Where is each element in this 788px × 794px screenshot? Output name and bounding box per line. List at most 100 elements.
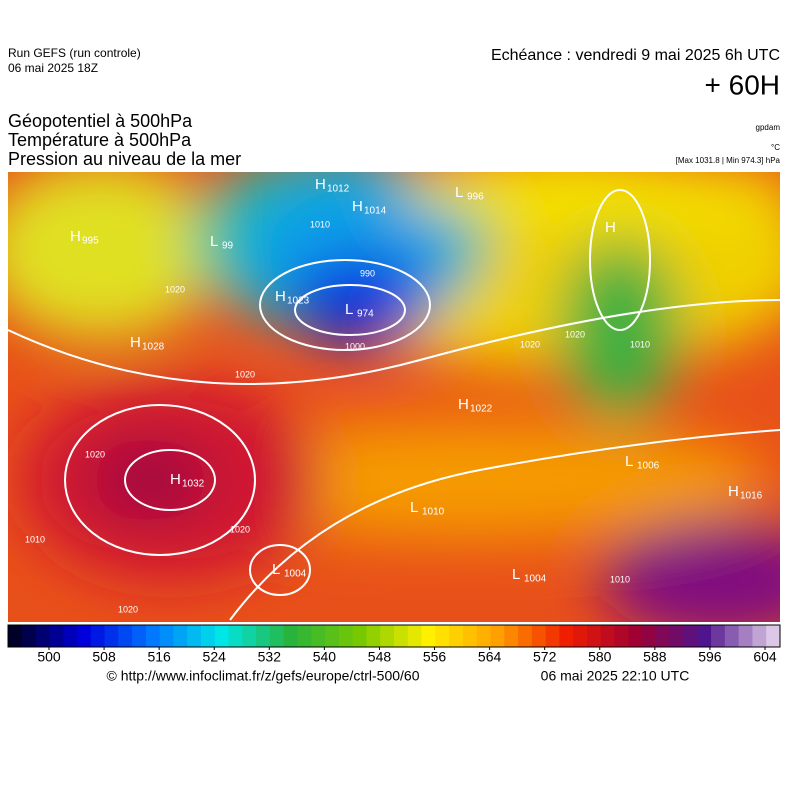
colorbar-cell — [90, 625, 105, 647]
colorbar-cell — [201, 625, 216, 647]
field: Géopotentiel à 500hPa — [8, 111, 193, 131]
pressure-center-kind: L — [512, 566, 520, 583]
colorbar-cell — [187, 625, 202, 647]
colorbar-cell — [614, 625, 629, 647]
unit: [Max 1031.8 | Min 974.3] hPa — [676, 156, 781, 165]
colorbar-cell — [573, 625, 588, 647]
colorbar-cell — [104, 625, 119, 647]
colorbar-cell — [35, 625, 50, 647]
colorbar-cell — [338, 625, 354, 647]
colorbar-cell — [256, 625, 271, 647]
colorbar-cell — [132, 625, 147, 647]
colorbar-cell — [587, 625, 602, 647]
pressure-center-kind: H — [130, 334, 141, 351]
field: Température à 500hPa — [8, 130, 192, 150]
run-date: 06 mai 2025 18Z — [8, 61, 98, 75]
pressure-center-value: 99 — [222, 241, 234, 252]
colorbar-cell — [711, 625, 726, 647]
colorbar-cell — [476, 625, 491, 647]
pressure-center-kind: H — [70, 228, 81, 245]
pressure-center-kind: L — [625, 453, 633, 470]
colorbar-cell — [683, 625, 698, 647]
colorbar-cell — [766, 625, 781, 647]
colorbar-cell — [380, 625, 395, 647]
colorbar-tick-label: 548 — [368, 649, 392, 665]
colorbar-cell — [297, 625, 312, 647]
colorbar-cell — [118, 625, 133, 647]
isobar-label: 1020 — [520, 339, 540, 349]
isobar-label: 1020 — [235, 369, 255, 379]
colorbar-cell — [145, 625, 161, 647]
colorbar-cell — [752, 625, 767, 647]
colorbar-cell — [697, 625, 712, 647]
colorbar-cell — [366, 625, 381, 647]
pressure-center-value: 1014 — [364, 206, 387, 217]
colorbar-cell — [159, 625, 174, 647]
colorbar-tick-label: 532 — [258, 649, 282, 665]
pressure-center-value: 1010 — [422, 507, 445, 518]
pressure-center-value: 1012 — [327, 184, 350, 195]
pressure-center-kind: H — [170, 471, 181, 488]
colorbar-cell — [462, 625, 478, 647]
colorbar-cell — [8, 625, 23, 647]
pressure-center-value: 995 — [82, 236, 99, 247]
colorbar-cell — [269, 625, 285, 647]
colorbar-cell — [449, 625, 464, 647]
colorbar-tick-label: 556 — [423, 649, 447, 665]
pressure-center-kind: H — [352, 198, 363, 215]
colorbar-cell — [642, 625, 657, 647]
colorbar-cell — [228, 625, 243, 647]
colorbar-tick-label: 572 — [533, 649, 557, 665]
colorbar-cell — [559, 625, 574, 647]
isobar-label: 990 — [360, 268, 375, 278]
colorbar-cell — [407, 625, 423, 647]
pressure-center-value: 1028 — [142, 342, 165, 353]
pressure-center-kind: H — [315, 176, 326, 193]
unit: °C — [771, 143, 780, 152]
unit: gpdam — [756, 123, 781, 132]
pressure-center-value: 974 — [357, 309, 374, 320]
colorbar-cell — [76, 625, 92, 647]
pressure-center-kind: H — [458, 396, 469, 413]
colorbar-cell — [490, 625, 505, 647]
issued: 06 mai 2025 22:10 UTC — [541, 668, 690, 684]
pressure-center-kind: L — [410, 499, 418, 516]
isobar-label: 1010 — [310, 219, 330, 229]
colorbar-frame — [7, 624, 781, 648]
colorbar-tick-label: 540 — [313, 649, 337, 665]
colorbar-cell — [311, 625, 326, 647]
pressure-center-kind: H — [728, 483, 739, 500]
colorbar-cell — [545, 625, 560, 647]
source-url: © http://www.infoclimat.fr/z/gefs/europe… — [106, 668, 419, 684]
run: Run GEFS (run controle) — [8, 46, 141, 60]
pressure-center-kind: L — [345, 301, 353, 318]
colorbar-cell — [655, 625, 671, 647]
pressure-center-value: 996 — [467, 192, 484, 203]
colorbar-cell — [325, 625, 340, 647]
colorbar-cell — [21, 625, 37, 647]
lead-time: + 60H — [705, 69, 781, 100]
colorbar-cell — [394, 625, 409, 647]
isobar-label: 1010 — [610, 574, 630, 584]
colorbar-cell — [242, 625, 257, 647]
pressure-center-kind: L — [455, 184, 463, 201]
isobar-label: 1020 — [118, 604, 138, 614]
colorbar-cell — [352, 625, 367, 647]
pressure-center-value: 1016 — [740, 491, 763, 502]
isobar-label: 1020 — [165, 284, 185, 294]
isobar-label: 1010 — [630, 339, 650, 349]
colorbar-cell — [421, 625, 436, 647]
isobar-label: 1000 — [345, 341, 365, 351]
map — [8, 172, 780, 622]
colorbar-cell — [49, 625, 64, 647]
colorbar-tick-label: 580 — [588, 649, 612, 665]
isobar-label: 1020 — [230, 524, 250, 534]
pressure-center-kind: L — [272, 561, 280, 578]
valid-time: Echéance : vendredi 9 mai 2025 6h UTC — [491, 47, 780, 64]
colorbar-tick-label: 524 — [203, 649, 227, 665]
colorbar-tick-label: 516 — [147, 649, 171, 665]
pressure-center-value: 1004 — [524, 574, 547, 585]
pressure-center-kind: H — [605, 219, 616, 236]
colorbar-cell — [435, 625, 450, 647]
colorbar-cell — [669, 625, 684, 647]
